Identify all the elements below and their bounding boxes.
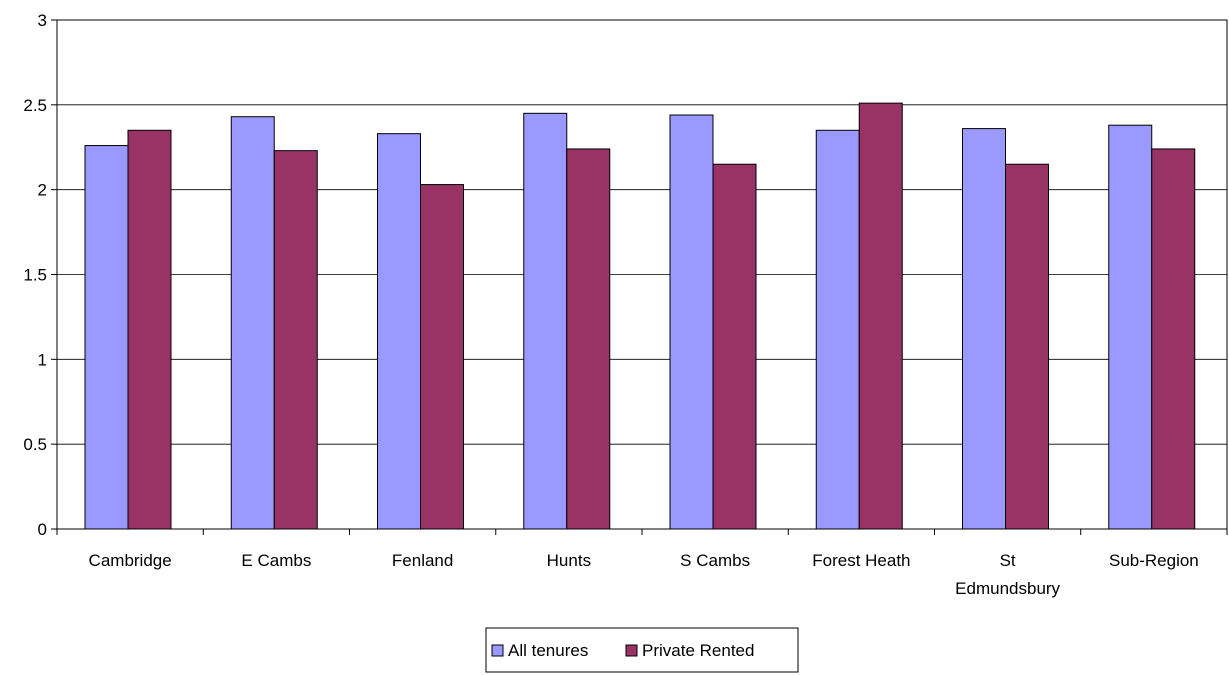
x-tick-label: E Cambs — [241, 551, 311, 570]
bar-all-tenures — [815, 129, 860, 530]
bar-all-tenures — [84, 145, 129, 530]
bar-all-tenures — [230, 116, 275, 530]
x-tick-label: S Cambs — [680, 551, 750, 570]
bar-all-tenures — [962, 128, 1006, 530]
legend-label-all-tenures: All tenures — [508, 641, 588, 660]
bars — [84, 102, 1196, 530]
bar-all-tenures — [523, 112, 568, 530]
bar-private-rented — [712, 163, 757, 530]
legend-swatch-private-rented — [625, 644, 638, 657]
y-tick-label: 3 — [38, 11, 47, 30]
bar-private-rented — [127, 129, 172, 530]
y-tick-label: 2.5 — [23, 96, 47, 115]
x-tick-label: Cambridge — [89, 551, 172, 570]
legend: All tenures Private Rented — [485, 627, 799, 673]
x-tick-label: Edmundsbury — [955, 579, 1060, 598]
x-tick-label: St — [1000, 551, 1016, 570]
y-tick-label: 1 — [38, 350, 47, 369]
bar-all-tenures — [377, 133, 421, 530]
bar-private-rented — [858, 102, 903, 530]
y-tick-label: 2 — [38, 181, 47, 200]
bar-private-rented — [420, 184, 464, 530]
legend-box — [485, 627, 799, 673]
bar-all-tenures — [669, 114, 714, 530]
y-tick-label: 0.5 — [23, 435, 47, 454]
bar-private-rented — [566, 148, 611, 530]
x-tick-label: Forest Heath — [812, 551, 910, 570]
legend-swatch-all-tenures — [491, 644, 504, 657]
y-tick-label: 1.5 — [23, 266, 47, 285]
x-tick-label: Sub-Region — [1109, 551, 1199, 570]
bar-all-tenures — [1108, 124, 1153, 530]
bar-private-rented — [1151, 148, 1196, 530]
x-axis-ticks: Cambridge E Cambs Fenland Hunts S Cambs Fores… — [56, 529, 1228, 598]
bar-private-rented — [273, 150, 318, 530]
x-tick-label: Hunts — [547, 551, 591, 570]
y-axis-ticks: 0 0.5 1 1.5 2 2.5 3 — [23, 11, 57, 539]
legend-label-private-rented: Private Rented — [642, 641, 754, 660]
bar-private-rented — [1005, 163, 1049, 530]
x-tick-label: Fenland — [392, 551, 453, 570]
y-tick-label: 0 — [38, 520, 47, 539]
